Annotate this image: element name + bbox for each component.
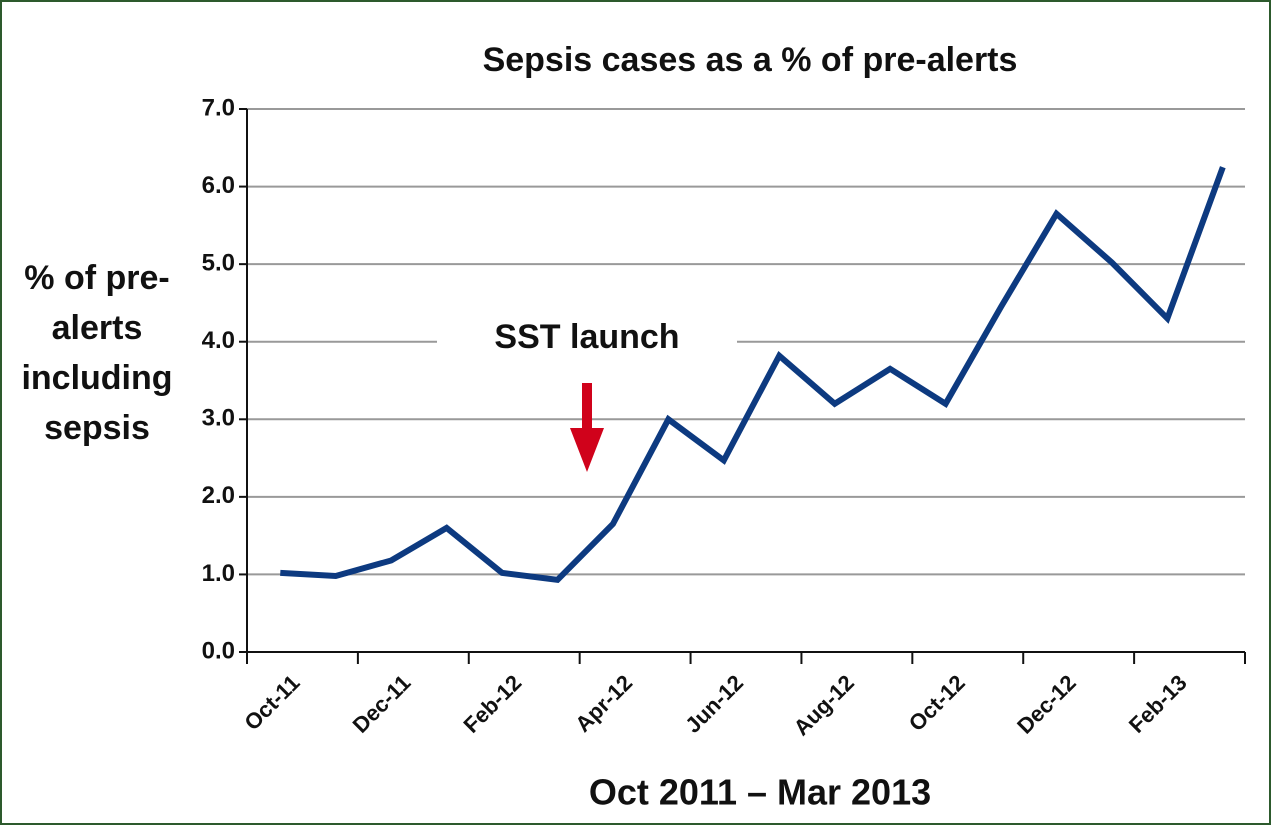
y-tick-label: 7.0 — [202, 94, 235, 121]
y-tick-label: 1.0 — [202, 560, 235, 587]
annotation-arrow — [570, 383, 604, 472]
y-tick-label: 3.0 — [202, 405, 235, 432]
y-axis-label: sepsis — [44, 409, 150, 447]
y-tick-label: 2.0 — [202, 482, 235, 509]
y-tick-label: 6.0 — [202, 172, 235, 199]
y-axis-label: % of pre- — [24, 259, 169, 297]
y-tick-label: 4.0 — [202, 327, 235, 354]
chart-title: Sepsis cases as a % of pre-alerts — [483, 41, 1018, 79]
y-tick-label: 0.0 — [202, 637, 235, 664]
annotation: SST launch — [494, 318, 679, 356]
y-axis-label: including — [21, 359, 172, 397]
annotation-bg — [437, 316, 737, 362]
y-tick-label: 5.0 — [202, 249, 235, 276]
data-line — [280, 166, 1226, 584]
x-axis-label: Oct 2011 – Mar 2013 — [589, 772, 931, 813]
y-axis-label: alerts — [52, 309, 143, 347]
